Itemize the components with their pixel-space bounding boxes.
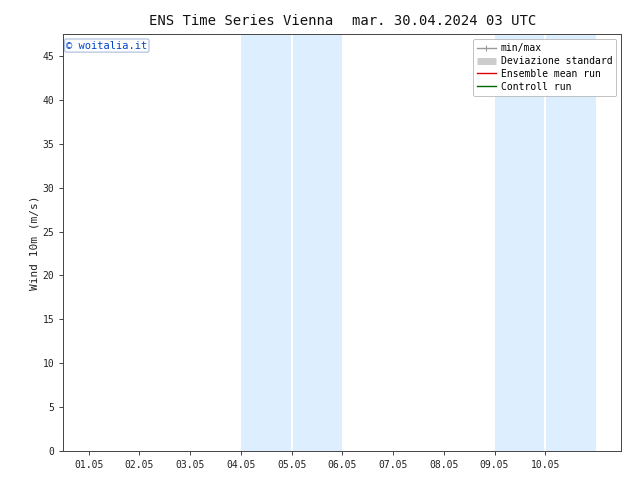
Y-axis label: Wind 10m (m/s): Wind 10m (m/s) (30, 196, 40, 290)
Bar (495, 34, 596, 451)
Bar (241, 34, 342, 451)
Text: ENS Time Series Vienna: ENS Time Series Vienna (149, 14, 333, 28)
Legend: min/max, Deviazione standard, Ensemble mean run, Controll run: min/max, Deviazione standard, Ensemble m… (473, 39, 616, 96)
Text: © woitalia.it: © woitalia.it (66, 41, 148, 50)
Text: mar. 30.04.2024 03 UTC: mar. 30.04.2024 03 UTC (352, 14, 536, 28)
